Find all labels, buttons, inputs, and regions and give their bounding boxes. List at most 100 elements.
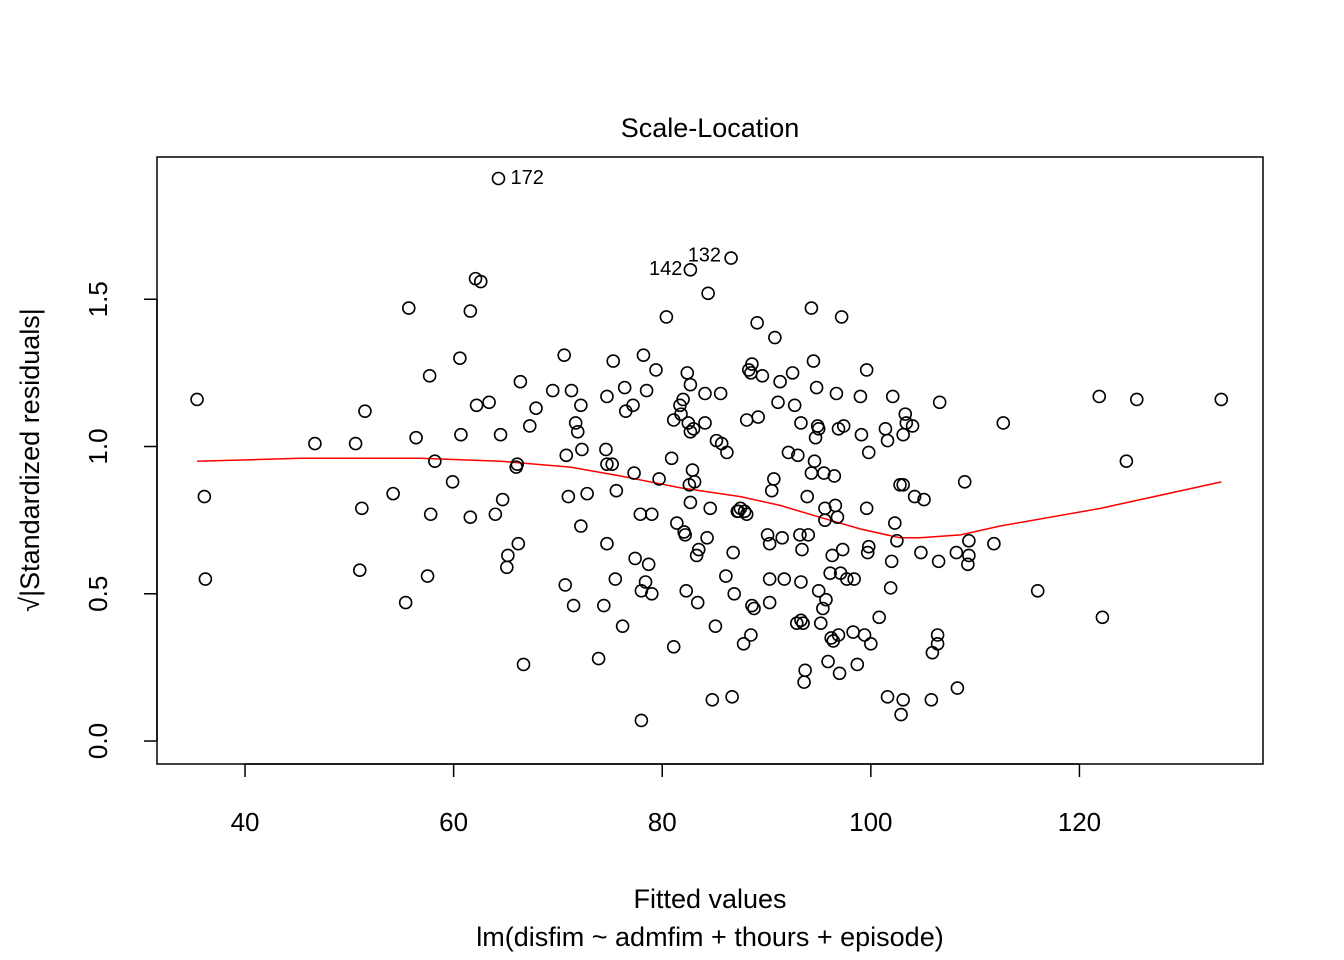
y-tick-label: 0.0 [83,723,113,759]
y-axis-label: √|Standardized residuals| [15,308,45,612]
point [689,548,704,563]
point [482,395,496,410]
point-label: 142 [649,258,682,280]
point [698,416,712,430]
point [861,445,876,460]
point [683,263,698,277]
point [691,542,706,557]
point [674,407,688,421]
point [473,274,488,289]
point [645,507,659,522]
point [777,572,792,586]
point [771,395,785,410]
point-label: 172 [510,167,543,189]
point [420,569,435,583]
point [600,457,614,471]
point [705,692,720,707]
point [861,539,876,554]
point [924,692,939,707]
point [409,430,423,445]
point [872,610,886,625]
point [949,545,964,560]
subtitle: lm(disfim ~ admfim + thours + episode) [476,922,943,952]
point [558,578,573,592]
point [398,595,413,610]
point [719,569,733,583]
point [880,690,895,704]
x-tick-label: 60 [439,807,468,837]
x-tick-label: 100 [849,807,892,837]
point [423,507,438,522]
point [501,548,515,563]
point [495,492,510,507]
point [762,595,777,610]
point [894,707,908,722]
point [1030,584,1045,598]
point [840,572,854,586]
chart-title: Scale-Location [621,113,800,143]
point [713,386,728,401]
point [617,380,632,395]
point [463,304,478,318]
point [529,401,543,416]
point [652,472,666,486]
point [809,380,824,395]
point [600,389,614,404]
point [793,528,807,542]
point [574,519,588,533]
point [736,637,751,651]
point [883,581,898,595]
point [827,469,842,483]
point [857,628,872,642]
point [510,457,525,471]
point [564,383,579,398]
point [751,410,765,424]
point [664,451,679,466]
point [890,533,904,548]
point [821,654,835,669]
point [896,692,910,707]
point [615,619,630,633]
point [914,545,928,560]
point [829,386,844,401]
point [760,528,775,542]
point [352,563,367,578]
point [545,383,560,398]
point [825,548,840,563]
point [930,628,945,642]
point [511,536,526,551]
point [574,398,588,413]
point [930,637,945,651]
point [727,586,741,601]
point [811,584,826,598]
point [787,398,802,413]
point [987,536,1001,551]
point [308,436,322,451]
point [1092,389,1107,404]
point [197,489,212,504]
point [676,392,690,407]
point [683,424,698,439]
point [636,348,651,363]
point [453,351,467,365]
point [606,354,621,368]
point [962,533,976,548]
point [806,354,821,368]
point [358,404,372,418]
point [824,631,838,645]
point [627,466,641,480]
point [745,598,759,613]
point [836,419,851,433]
point [649,363,663,377]
point [816,601,830,616]
point [348,436,363,451]
point [198,572,213,586]
point [781,445,796,460]
point [679,584,694,598]
point [726,545,740,560]
point [854,427,869,442]
point [628,551,642,566]
point [755,369,770,383]
